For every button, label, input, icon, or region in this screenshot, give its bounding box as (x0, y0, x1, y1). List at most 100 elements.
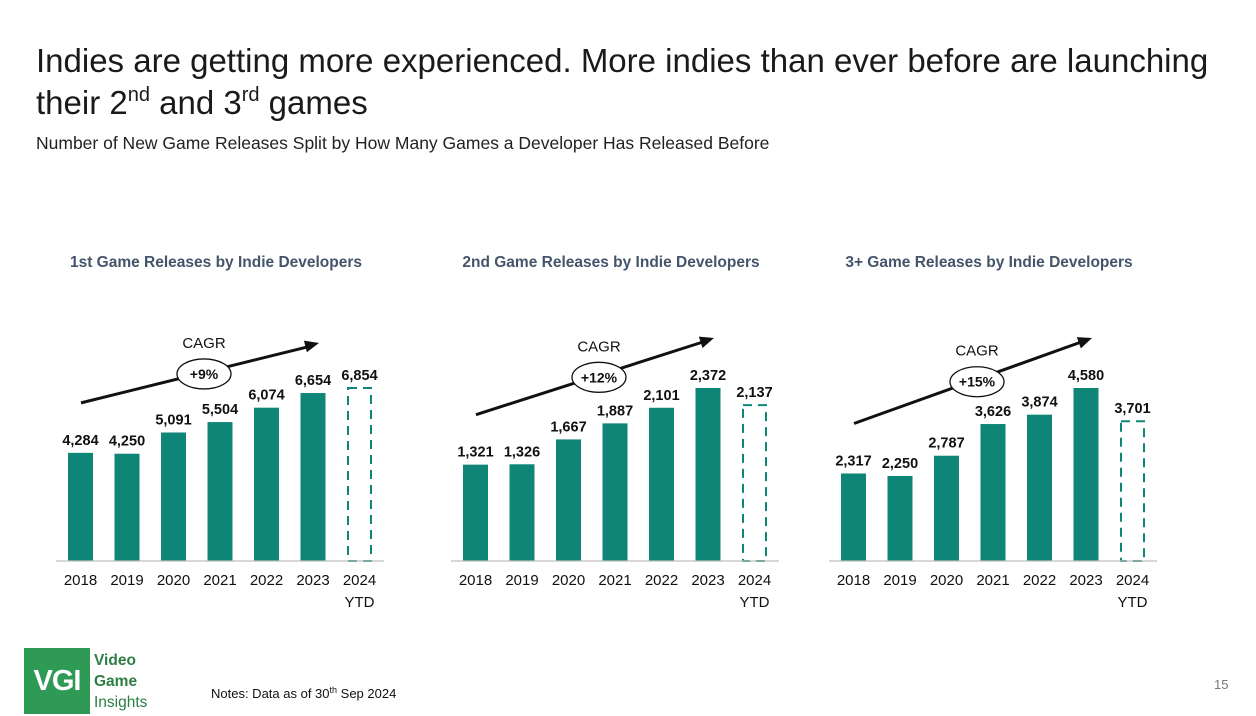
vgi-logo-mark: VGI (24, 648, 90, 714)
x-tick-label: 2023 (296, 572, 329, 589)
bar-value-label: 4,580 (1068, 368, 1104, 384)
x-tick-label: 2018 (837, 572, 870, 589)
x-tick-sublabel: YTD (1118, 594, 1148, 611)
slide-subtitle: Number of New Game Releases Split by How… (36, 133, 770, 153)
bar-value-label: 3,626 (975, 404, 1011, 420)
x-tick-label: 2018 (64, 572, 97, 589)
x-tick-sublabel: YTD (740, 594, 770, 611)
x-tick-label: 2022 (1023, 572, 1056, 589)
chart-second-game-releases: 2nd Game Releases by Indie Developers 1,3… (451, 254, 779, 611)
bar-value-label: 2,250 (882, 456, 918, 472)
bar-2022 (254, 407, 279, 561)
bar-value-label: 1,667 (550, 419, 586, 435)
x-tick-label: 2022 (645, 572, 678, 589)
x-tick-label: 2019 (883, 572, 916, 589)
bar-2020 (934, 455, 959, 561)
cagr-label: CAGR (577, 338, 621, 355)
bar-2018 (463, 464, 488, 561)
x-tick-label: 2020 (930, 572, 963, 589)
x-tick-label: 2019 (505, 572, 538, 589)
bar-value-label: 5,091 (155, 412, 191, 428)
bar-value-label: 2,137 (736, 385, 772, 401)
bar-2023 (300, 393, 326, 561)
x-tick-label: 2024 (1116, 572, 1149, 589)
x-tick-label: 2022 (250, 572, 283, 589)
chart-title: 2nd Game Releases by Indie Developers (462, 254, 759, 271)
bar-2021 (980, 424, 1006, 561)
x-tick-label: 2020 (157, 572, 190, 589)
cagr-value: +9% (190, 366, 219, 382)
bar-2022 (649, 407, 674, 561)
vgi-logo-wordmark: Video Game Insights (94, 650, 147, 713)
cagr-value: +12% (581, 369, 618, 385)
bar-value-label: 1,326 (504, 444, 540, 460)
title-text-2: and 3 (149, 84, 242, 121)
x-tick-label: 2024 (738, 572, 771, 589)
cagr-label: CAGR (182, 335, 226, 352)
cagr-badge (571, 361, 627, 393)
chart-third-plus-game-releases: 3+ Game Releases by Indie Developers 2,31… (829, 254, 1157, 611)
cagr-value: +15% (959, 374, 996, 390)
x-tick-label: 2021 (976, 572, 1009, 589)
bar-value-label: 4,250 (109, 434, 145, 450)
footnote: Notes: Data as of 30th Sep 2024 (211, 686, 397, 702)
bar-value-label: 3,701 (1114, 401, 1150, 417)
footnote-text-end: Sep 2024 (337, 686, 397, 701)
cagr-badge (176, 358, 232, 390)
x-tick-label: 2020 (552, 572, 585, 589)
x-tick-sublabel: YTD (345, 594, 375, 611)
chart-first-game-releases: 1st Game Releases by Indie Developers 4,2… (56, 254, 384, 611)
x-tick-label: 2021 (598, 572, 631, 589)
bar-2019 (114, 453, 140, 561)
bar-2019 (887, 476, 913, 561)
bar-value-label: 2,317 (835, 453, 871, 469)
bar-2020 (556, 439, 581, 561)
bar-value-label: 2,372 (690, 368, 726, 384)
x-tick-label: 2024 (343, 572, 376, 589)
logo-word-video: Video (94, 652, 136, 669)
bar-value-label: 6,854 (341, 368, 377, 384)
bar-value-label: 6,654 (295, 373, 331, 389)
bar-value-label: 4,284 (62, 433, 98, 449)
bar-ytd-2024 (1120, 420, 1145, 562)
logo-word-insights: Insights (94, 694, 148, 711)
x-tick-label: 2023 (1069, 572, 1102, 589)
bar-2022 (1027, 414, 1052, 561)
title-superscript-rd: rd (241, 84, 260, 106)
bar-2019 (509, 464, 535, 561)
x-tick-label: 2023 (691, 572, 724, 589)
cagr-label: CAGR (955, 343, 999, 360)
page-number: 15 (1214, 677, 1229, 692)
chart-title: 3+ Game Releases by Indie Developers (845, 254, 1132, 271)
bar-value-label: 1,321 (457, 445, 493, 461)
cagr-arrow-head (698, 336, 714, 349)
chart-title: 1st Game Releases by Indie Developers (70, 254, 362, 271)
bar-2023 (1073, 388, 1099, 561)
x-tick-label: 2018 (459, 572, 492, 589)
bar-2020 (161, 432, 186, 561)
bar-2021 (602, 423, 628, 561)
cagr-arrow-head (303, 340, 319, 353)
bar-value-label: 2,787 (928, 436, 964, 452)
title-superscript-nd: nd (127, 84, 150, 106)
bar-ytd-2024 (742, 404, 767, 562)
cagr-arrow-head (1076, 337, 1092, 349)
logo-word-game: Game (94, 673, 138, 690)
x-tick-label: 2021 (203, 572, 236, 589)
bar-value-label: 5,504 (202, 402, 238, 418)
bar-value-label: 2,101 (643, 388, 679, 404)
slide-title: Indies are getting more experienced. Mor… (36, 40, 1216, 124)
bar-2023 (695, 388, 721, 561)
title-text-3: games (259, 84, 368, 121)
bar-2021 (207, 422, 233, 561)
vgi-logo: VGI Video Game Insights (24, 648, 184, 714)
cagr-badge (949, 366, 1005, 398)
bar-value-label: 1,887 (597, 403, 633, 419)
bar-2018 (68, 452, 93, 561)
title-text-1: Indies are getting more experienced. Mor… (36, 42, 1209, 121)
bar-ytd-2024 (347, 387, 372, 562)
bar-2018 (841, 473, 866, 561)
bar-value-label: 3,874 (1021, 395, 1057, 411)
x-tick-label: 2019 (110, 572, 143, 589)
footnote-text: Notes: Data as of 30 (211, 686, 330, 701)
